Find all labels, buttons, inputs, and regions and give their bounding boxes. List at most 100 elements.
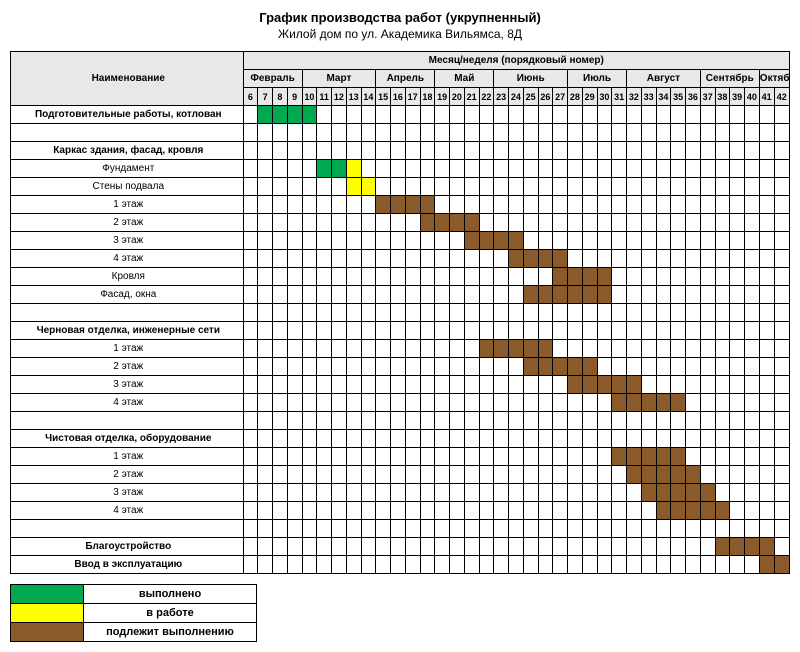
gantt-cell [553,430,568,448]
gantt-cell [597,520,612,538]
gantt-cell [582,412,597,430]
gantt-cell [273,376,288,394]
gantt-cell [287,538,302,556]
gantt-cell [523,376,538,394]
gantt-cell [671,502,686,520]
gantt-cell [391,178,406,196]
gantt-cell [582,520,597,538]
table-row: Кровля [11,268,790,286]
gantt-cell [361,448,376,466]
gantt-cell [243,160,258,178]
gantt-cell [671,412,686,430]
table-row [11,412,790,430]
gantt-cell [479,214,494,232]
gantt-cell [759,412,774,430]
gantt-cell [273,178,288,196]
gantt-cell [376,160,391,178]
gantt-cell [435,142,450,160]
gantt-cell [686,268,701,286]
gantt-cell [405,358,420,376]
week-header: 6 [243,88,258,106]
gantt-cell [538,322,553,340]
gantt-cell [700,448,715,466]
gantt-cell [523,466,538,484]
gantt-cell [759,214,774,232]
gantt-cell [258,268,273,286]
gantt-cell [420,520,435,538]
gantt-cell [509,250,524,268]
gantt-cell [361,178,376,196]
gantt-cell [376,322,391,340]
gantt-cell [641,304,656,322]
gantt-cell [243,268,258,286]
gantt-cell [420,466,435,484]
gantt-cell [627,520,642,538]
gantt-cell [450,196,465,214]
gantt-cell [538,430,553,448]
gantt-cell [715,394,730,412]
gantt-cell [420,178,435,196]
gantt-cell [597,412,612,430]
gantt-cell [641,142,656,160]
gantt-cell [759,160,774,178]
gantt-cell [273,412,288,430]
gantt-cell [346,214,361,232]
gantt-cell [745,160,760,178]
gantt-cell [361,340,376,358]
gantt-cell [258,304,273,322]
gantt-cell [464,250,479,268]
gantt-cell [479,520,494,538]
gantt-cell [671,304,686,322]
col-header-name: Наименование [11,52,244,106]
gantt-cell [273,394,288,412]
month-header: Апрель [376,70,435,88]
gantt-cell [656,304,671,322]
gantt-cell [568,268,583,286]
gantt-cell [361,358,376,376]
gantt-cell [405,214,420,232]
gantt-cell [759,520,774,538]
gantt-cell [346,304,361,322]
gantt-cell [361,466,376,484]
gantt-cell [582,124,597,142]
gantt-cell [671,430,686,448]
gantt-cell [553,520,568,538]
gantt-cell [686,520,701,538]
gantt-cell [553,412,568,430]
gantt-cell [759,196,774,214]
gantt-cell [464,106,479,124]
gantt-cell [273,160,288,178]
table-row: 3 этаж [11,232,790,250]
gantt-cell [405,430,420,448]
gantt-cell [494,160,509,178]
gantt-cell [332,556,347,574]
gantt-cell [332,178,347,196]
gantt-cell [523,322,538,340]
gantt-cell [774,250,789,268]
gantt-cell [405,520,420,538]
gantt-cell [582,394,597,412]
gantt-cell [243,232,258,250]
gantt-cell [730,232,745,250]
gantt-cell [479,556,494,574]
gantt-cell [391,286,406,304]
gantt-cell [464,502,479,520]
gantt-cell [656,466,671,484]
gantt-cell [553,232,568,250]
gantt-cell [568,232,583,250]
gantt-cell [287,340,302,358]
gantt-cell [656,538,671,556]
gantt-cell [597,250,612,268]
gantt-cell [346,430,361,448]
gantt-cell [715,466,730,484]
table-row: Благоустройство [11,538,790,556]
gantt-cell [450,268,465,286]
gantt-cell [391,376,406,394]
gantt-cell [774,214,789,232]
gantt-cell [627,124,642,142]
gantt-cell [509,448,524,466]
gantt-cell [494,520,509,538]
gantt-cell [273,304,288,322]
gantt-cell [671,556,686,574]
gantt-cell [700,358,715,376]
